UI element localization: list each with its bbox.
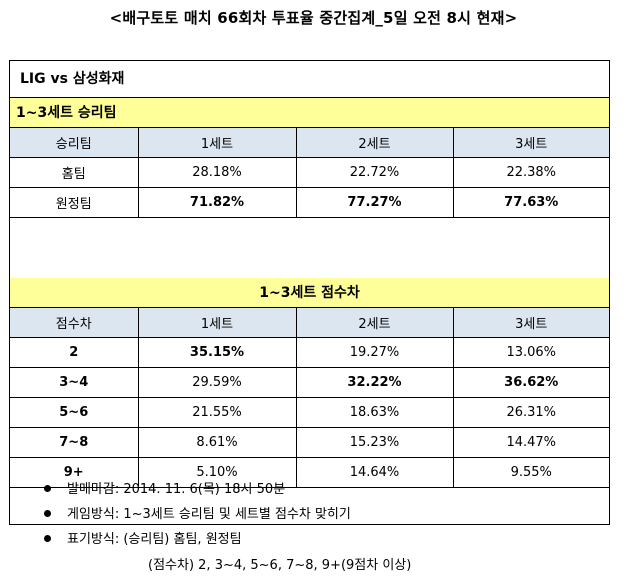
column-header: 승리팀 — [10, 128, 139, 158]
table-cell: 28.18% — [138, 157, 297, 188]
column-header: 3세트 — [453, 308, 609, 338]
note-text: (점수차) 2, 3~4, 5~6, 7~8, 9+(9점차 이상) — [148, 558, 412, 573]
row-label: 9+ — [10, 457, 139, 488]
score-diff-header-row: 점수차 1세트 2세트 3세트 — [10, 308, 609, 338]
note-text: 게임방식: 1~3세트 승리팀 및 세트별 점수차 맞히기 — [67, 507, 351, 522]
table-cell: 13.06% — [453, 337, 609, 368]
note-text: 발매마감: 2014. 11. 6(목) 18시 50분 — [67, 482, 286, 497]
table-row: 9+ 5.10% 14.64% 9.55% — [10, 457, 609, 488]
section-score-diff-title: 1~3세트 점수차 — [10, 278, 609, 308]
table-cell: 32.22% — [296, 367, 454, 398]
table-cell: 8.61% — [138, 427, 297, 458]
column-header: 1세트 — [138, 308, 297, 338]
table-row: 3~4 29.59% 32.22% 36.62% — [10, 367, 609, 398]
bullet-icon — [44, 535, 51, 542]
table-cell: 15.23% — [296, 427, 454, 458]
table-cell: 19.27% — [296, 337, 454, 368]
row-label: 5~6 — [10, 397, 139, 428]
column-header: 2세트 — [296, 308, 454, 338]
table-cell: 26.31% — [453, 397, 609, 428]
table-cell: 77.27% — [296, 187, 454, 218]
table-row: 2 35.15% 19.27% 13.06% — [10, 337, 609, 368]
table-cell: 21.55% — [138, 397, 297, 428]
table-cell: 77.63% — [453, 187, 609, 218]
table-row: 원정팀 71.82% 77.27% 77.63% — [10, 187, 609, 218]
note-method: 게임방식: 1~3세트 승리팀 및 세트별 점수차 맞히기 — [44, 505, 351, 525]
row-label: 2 — [10, 337, 139, 368]
note-text: 표기방식: (승리팀) 홈팀, 원정팀 — [67, 532, 242, 547]
match-title: LIG vs 삼성화재 — [10, 61, 609, 98]
row-label: 3~4 — [10, 367, 139, 398]
section-winner-title: 1~3세트 승리팀 — [10, 98, 609, 128]
note-deadline: 발매마감: 2014. 11. 6(목) 18시 50분 — [44, 480, 285, 500]
table-cell: 5.10% — [138, 457, 297, 488]
table-cell: 18.63% — [296, 397, 454, 428]
table-cell: 14.64% — [296, 457, 454, 488]
column-header: 2세트 — [296, 128, 454, 158]
table-row: 7~8 8.61% 15.23% 14.47% — [10, 427, 609, 458]
table-cell: 14.47% — [453, 427, 609, 458]
bullet-icon — [44, 485, 51, 492]
bullet-icon — [44, 510, 51, 517]
table-cell: 71.82% — [138, 187, 297, 218]
table-cell: 9.55% — [453, 457, 609, 488]
column-header: 점수차 — [10, 308, 139, 338]
score-diff-table: 점수차 1세트 2세트 3세트 2 35.15% 19.27% 13.06% 3… — [10, 308, 609, 488]
result-table-frame: LIG vs 삼성화재 1~3세트 승리팀 승리팀 1세트 2세트 3세트 홈팀… — [9, 60, 610, 573]
table-row: 5~6 21.55% 18.63% 26.31% — [10, 397, 609, 428]
note-notation: 표기방식: (승리팀) 홈팀, 원정팀 — [44, 530, 242, 550]
row-label: 홈팀 — [10, 157, 139, 188]
row-label: 원정팀 — [10, 187, 139, 218]
winner-header-row: 승리팀 1세트 2세트 3세트 — [10, 128, 609, 158]
table-cell: 35.15% — [138, 337, 297, 368]
row-label: 7~8 — [10, 427, 139, 458]
page-title: <배구토토 매치 66회차 투표율 중간집계_5일 오전 8시 현재> — [109, 9, 518, 27]
column-header: 1세트 — [138, 128, 297, 158]
note-notation-continued: (점수차) 2, 3~4, 5~6, 7~8, 9+(9점차 이상) — [148, 556, 411, 576]
table-cell: 36.62% — [453, 367, 609, 398]
winner-table: 승리팀 1세트 2세트 3세트 홈팀 28.18% 22.72% 22.38% … — [10, 128, 609, 218]
table-cell: 22.38% — [453, 157, 609, 188]
table-cell: 22.72% — [296, 157, 454, 188]
column-header: 3세트 — [453, 128, 609, 158]
table-cell: 29.59% — [138, 367, 297, 398]
table-row: 홈팀 28.18% 22.72% 22.38% — [10, 157, 609, 188]
